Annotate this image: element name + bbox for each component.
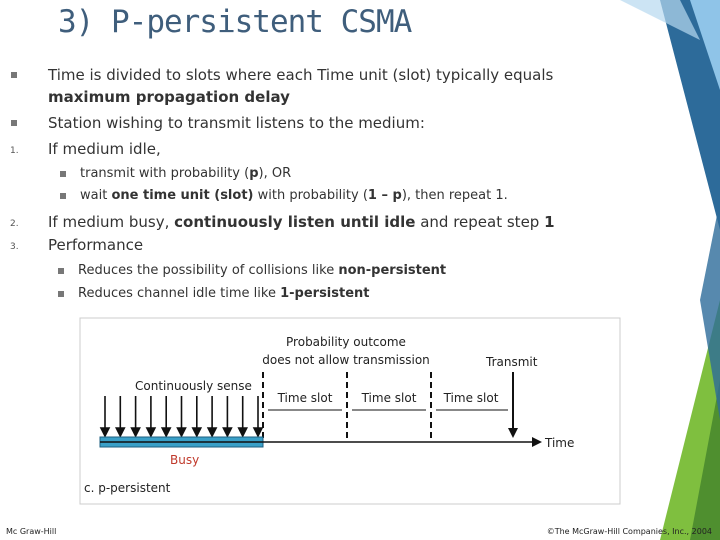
figure-label: Transmit xyxy=(485,355,538,369)
sense-arrowhead xyxy=(191,427,203,438)
text-segment: ), OR xyxy=(258,166,292,181)
bullet-item: transmit with probability (p), OR xyxy=(60,163,600,185)
sense-arrowhead xyxy=(145,427,157,438)
text-segment: 1 – p xyxy=(367,188,402,203)
bullet-item: 1. If medium idle, xyxy=(10,138,568,160)
bullet-item: Reduces channel idle time like 1-persist… xyxy=(58,283,598,305)
text-segment: transmit with probability ( xyxy=(80,166,250,181)
bullet-number: 1. xyxy=(10,146,19,156)
bullet-marker xyxy=(58,291,64,297)
sense-arrowhead xyxy=(160,427,172,438)
text-segment: 1-persistent xyxy=(280,286,370,301)
text-segment: ), then repeat 1. xyxy=(401,188,508,203)
bullet-marker xyxy=(60,193,66,199)
bullet-item: wait one time unit (slot) with probabili… xyxy=(60,185,600,207)
text-segment: If medium idle, xyxy=(48,140,161,158)
text-segment: Performance xyxy=(48,236,144,254)
bullet-number: 2. xyxy=(10,219,19,229)
footer-right: ©The McGraw-Hill Companies, Inc., 2004 xyxy=(546,527,712,536)
sense-arrowhead xyxy=(206,427,218,438)
bullet-item: Station wishing to transmit listens to t… xyxy=(11,112,568,134)
sense-arrowhead xyxy=(237,427,248,438)
sense-arrowhead xyxy=(252,427,264,438)
figure-label: Time slot xyxy=(443,391,499,405)
bullet-marker xyxy=(60,171,66,177)
sense-arrowhead xyxy=(130,427,141,438)
text-segment: Time is divided to slots where each Time… xyxy=(48,66,554,84)
bullet-item: 2. If medium busy, continuously listen un… xyxy=(10,211,568,233)
text-segment: Reduces channel idle time like xyxy=(78,286,281,301)
figure-label: Probability outcome xyxy=(286,335,406,349)
slide-title: 3) P-persistent CSMA xyxy=(58,4,412,40)
figure-label: Time slot xyxy=(277,391,333,405)
sense-arrowhead xyxy=(115,427,126,438)
bullet-item: Reduces the possibility of collisions li… xyxy=(58,260,598,282)
bullet-marker xyxy=(11,72,17,78)
text-segment: Station wishing to transmit listens to t… xyxy=(48,114,425,132)
footer-left: Mc Graw-Hill xyxy=(6,527,57,536)
bullet-marker xyxy=(58,268,64,274)
bullet-marker xyxy=(11,120,17,126)
text-segment: continuously listen until idle xyxy=(174,213,416,231)
text-segment: with probability ( xyxy=(253,188,368,203)
text-segment: If medium busy, xyxy=(48,213,175,231)
text-segment: maximum propagation delay xyxy=(48,88,290,106)
sense-arrowhead xyxy=(99,427,111,438)
text-segment: wait xyxy=(80,188,112,203)
figure-label: does not allow transmission xyxy=(262,353,430,367)
figure-label: Busy xyxy=(170,453,199,467)
text-segment: and repeat step xyxy=(415,213,545,231)
figure-label: Time slot xyxy=(361,391,417,405)
sense-arrowhead xyxy=(222,427,233,438)
text-segment: one time unit (slot) xyxy=(111,188,254,203)
bullet-number: 3. xyxy=(10,242,19,252)
text-segment: 1 xyxy=(544,213,555,231)
bullet-item: 3. Performance xyxy=(10,234,568,256)
text-segment: Reduces the possibility of collisions li… xyxy=(78,263,339,278)
figure-label: Time xyxy=(544,436,574,450)
text-segment: non-persistent xyxy=(338,263,447,278)
figure-label: Continuously sense xyxy=(135,379,252,393)
figure-caption: c. p-persistent xyxy=(84,481,171,495)
text-segment: p xyxy=(249,166,259,181)
bullet-item: Time is divided to slots where each Time… xyxy=(11,64,568,108)
sense-arrowhead xyxy=(176,427,187,438)
